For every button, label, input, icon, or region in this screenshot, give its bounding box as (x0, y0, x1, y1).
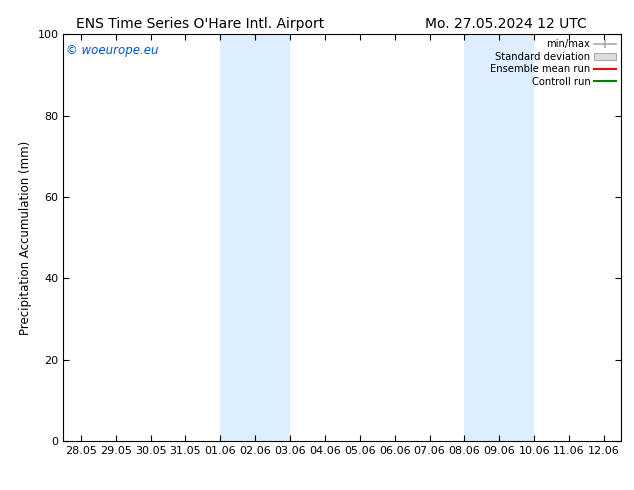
Bar (464, 34, 534, 441)
Y-axis label: Precipitation Accumulation (mm): Precipitation Accumulation (mm) (19, 141, 32, 335)
Bar (221, 34, 290, 441)
Legend: min/max, Standard deviation, Ensemble mean run, Controll run: min/max, Standard deviation, Ensemble me… (487, 36, 619, 90)
Text: ENS Time Series O'Hare Intl. Airport: ENS Time Series O'Hare Intl. Airport (76, 17, 325, 31)
Text: Mo. 27.05.2024 12 UTC: Mo. 27.05.2024 12 UTC (425, 17, 586, 31)
Text: © woeurope.eu: © woeurope.eu (66, 45, 158, 57)
